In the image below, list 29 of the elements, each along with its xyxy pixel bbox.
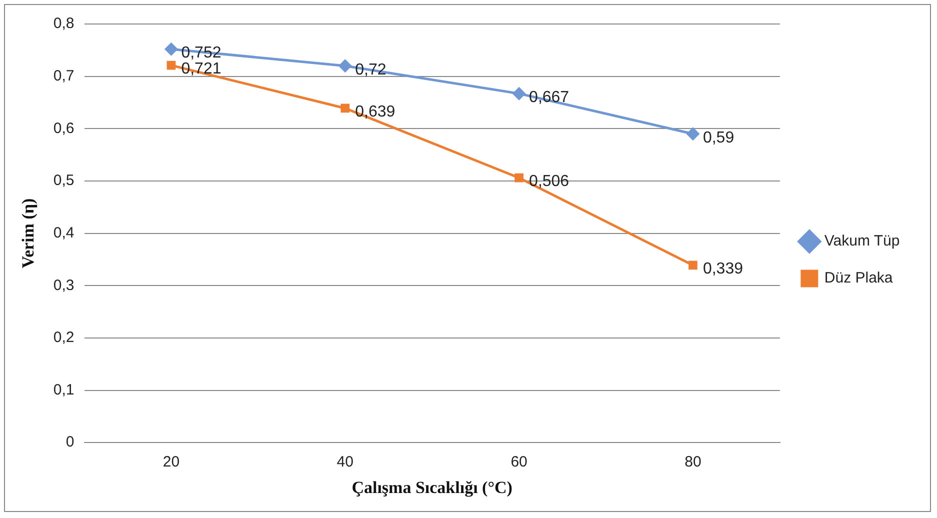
y-tick-label: 0,6	[53, 120, 74, 137]
point	[164, 42, 178, 56]
data-label: 0,506	[529, 173, 570, 190]
legend-label: Vakum Tüp	[824, 232, 900, 250]
x-tick-label: 60	[510, 454, 528, 471]
y-tick-label: 0,3	[53, 276, 74, 294]
x-tick-label: 40	[336, 454, 354, 471]
y-tick-label: 0,4	[53, 224, 74, 242]
point	[166, 60, 176, 70]
x-axis-title: Çalışma Sıcaklığı (°C)	[352, 478, 512, 498]
point	[686, 128, 700, 140]
x-tick-label: 20	[162, 454, 180, 471]
point	[514, 173, 524, 182]
point	[512, 87, 526, 100]
data-label: 0,339	[702, 260, 744, 278]
y-tick-label: 0	[66, 434, 74, 451]
point	[340, 104, 350, 113]
data-label: 0,59	[702, 129, 734, 146]
data-label: 0,639	[355, 104, 396, 121]
point	[688, 260, 698, 270]
x-tick-label: 80	[684, 454, 702, 471]
legend-label: Düz Plaka	[824, 270, 894, 287]
y-tick-label: 0,2	[53, 329, 74, 346]
point	[338, 60, 352, 72]
y-tick-label: 0,8	[53, 15, 74, 32]
y-tick-label: 0,5	[53, 172, 74, 190]
y-tick-label: 0,1	[53, 381, 74, 398]
y-tick-label: 0,7	[53, 67, 74, 84]
y-axis-title: Verim (η)	[18, 198, 38, 268]
